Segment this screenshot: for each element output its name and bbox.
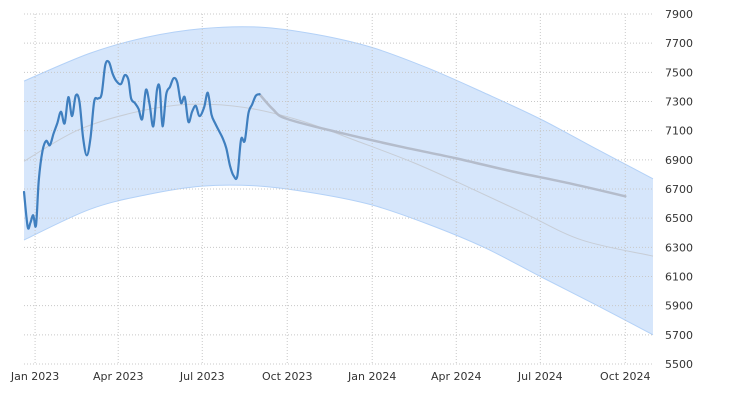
y-tick-label: 7700 — [665, 37, 693, 50]
y-tick-label: 6900 — [665, 154, 693, 167]
y-tick-label: 5700 — [665, 329, 693, 342]
y-tick-label: 5500 — [665, 358, 693, 371]
y-tick-label: 7500 — [665, 66, 693, 79]
forecast-line — [258, 92, 627, 198]
band-lower-edge — [23, 184, 654, 336]
y-tick-label: 5900 — [665, 300, 693, 313]
y-tick-label: 7300 — [665, 96, 693, 109]
y-tick-label: 6100 — [665, 271, 693, 284]
x-tick-label: Jul 2023 — [179, 370, 225, 383]
x-tick-label: Apr 2024 — [431, 370, 482, 383]
y-tick-label: 7900 — [665, 8, 693, 21]
y-axis-ticks: 7900 7700 7500 7300 7100 6900 6700 6500 6300 6100… — [665, 8, 693, 371]
y-tick-label: 6300 — [665, 241, 693, 254]
actual-line — [22, 59, 261, 230]
grid-lines — [24, 13, 653, 365]
x-tick-label: Jan 2024 — [347, 370, 396, 383]
x-axis-ticks: Jan 2023 Apr 2023 Jul 2023 Oct 2023 Jan 2024… — [10, 370, 651, 383]
x-tick-label: Oct 2023 — [262, 370, 313, 383]
band-upper-edge — [23, 26, 654, 180]
series-lines — [22, 59, 654, 257]
y-tick-label: 6500 — [665, 212, 693, 225]
x-tick-label: Apr 2023 — [93, 370, 144, 383]
x-tick-label: Jul 2024 — [517, 370, 563, 383]
y-tick-label: 6700 — [665, 183, 693, 196]
x-tick-label: Oct 2024 — [600, 370, 651, 383]
x-tick-label: Jan 2023 — [10, 370, 59, 383]
y-tick-label: 7100 — [665, 125, 693, 138]
